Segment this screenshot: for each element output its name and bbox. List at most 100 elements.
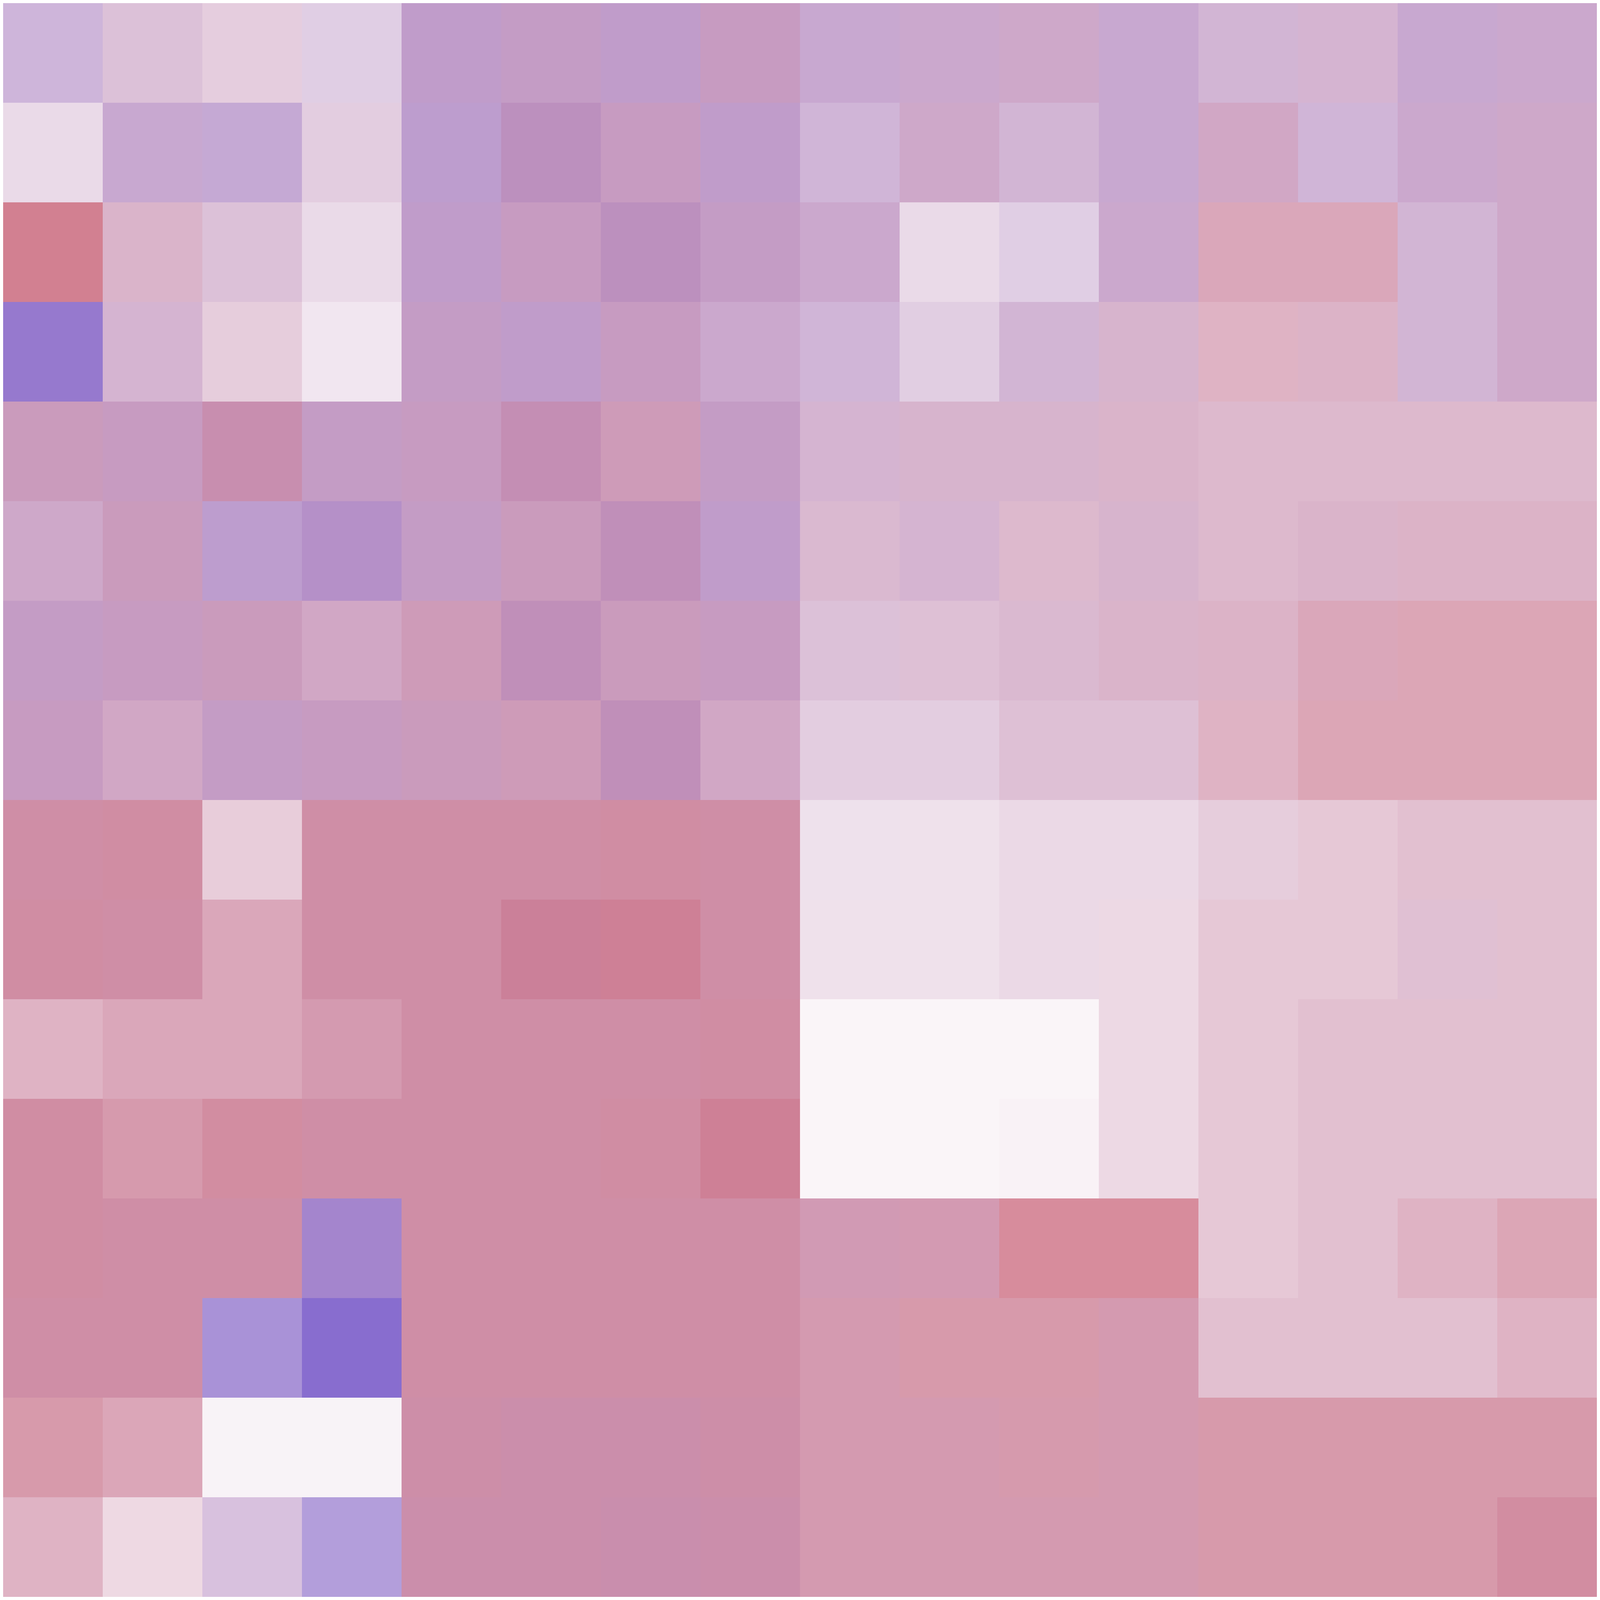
cell <box>301 600 402 701</box>
cell <box>202 1497 303 1597</box>
cell <box>102 999 203 1100</box>
cell <box>401 3 502 104</box>
cell <box>202 899 303 1000</box>
cell <box>1198 899 1299 1000</box>
cell <box>102 1397 203 1498</box>
cell <box>1098 301 1199 402</box>
cell <box>301 401 402 502</box>
cell <box>999 899 1100 1000</box>
cell <box>102 301 203 402</box>
cell <box>999 600 1100 701</box>
cell <box>1198 1098 1299 1199</box>
cell <box>1397 600 1498 701</box>
cell <box>1497 1497 1597 1597</box>
cell <box>700 202 801 303</box>
cell <box>600 3 701 104</box>
cell <box>1198 501 1299 602</box>
cell <box>401 1298 502 1399</box>
cell <box>301 501 402 602</box>
cell <box>999 1397 1100 1498</box>
cell <box>899 800 1000 900</box>
cell <box>999 3 1100 104</box>
cell <box>800 1198 900 1299</box>
cell <box>1497 1298 1597 1399</box>
cell <box>301 899 402 1000</box>
cell <box>501 401 602 502</box>
cell <box>1298 700 1399 801</box>
cell <box>999 102 1100 203</box>
cell <box>1298 600 1399 701</box>
cell <box>3 899 104 1000</box>
cell <box>1397 102 1498 203</box>
cell <box>1397 999 1498 1100</box>
cell <box>3 999 104 1100</box>
cell <box>999 1198 1100 1299</box>
cell <box>1298 3 1399 104</box>
cell <box>899 501 1000 602</box>
cell <box>600 899 701 1000</box>
cell <box>1198 1298 1299 1399</box>
cell <box>1098 800 1199 900</box>
cell <box>202 301 303 402</box>
cell <box>800 202 900 303</box>
cell <box>1098 999 1199 1100</box>
cell <box>1497 1397 1597 1498</box>
cell <box>600 102 701 203</box>
cell <box>800 401 900 502</box>
cell <box>401 501 502 602</box>
cell <box>1397 700 1498 801</box>
cell <box>102 1497 203 1597</box>
cell <box>899 999 1000 1100</box>
cell <box>401 1497 502 1597</box>
cell <box>401 1397 502 1498</box>
cell <box>1298 401 1399 502</box>
cell <box>999 501 1100 602</box>
cell <box>800 700 900 801</box>
cell <box>301 700 402 801</box>
cell <box>1098 1298 1199 1399</box>
cell <box>1497 401 1597 502</box>
cell <box>999 1098 1100 1199</box>
cell <box>301 3 402 104</box>
cell <box>1198 202 1299 303</box>
cell <box>800 1497 900 1597</box>
cell <box>301 1497 402 1597</box>
cell <box>1497 899 1597 1000</box>
cell <box>401 202 502 303</box>
cell <box>501 600 602 701</box>
cell <box>1298 202 1399 303</box>
cell <box>1098 102 1199 203</box>
cell <box>800 1298 900 1399</box>
cell <box>1497 3 1597 104</box>
cell <box>301 1298 402 1399</box>
cell <box>401 899 502 1000</box>
cell <box>999 1497 1100 1597</box>
cell <box>202 1098 303 1199</box>
cell <box>301 1397 402 1498</box>
cell <box>401 301 502 402</box>
cell <box>1497 700 1597 801</box>
cell <box>1298 1198 1399 1299</box>
cell <box>3 501 104 602</box>
cell <box>3 1198 104 1299</box>
cell <box>999 999 1100 1100</box>
cell <box>301 1198 402 1299</box>
cell <box>102 3 203 104</box>
cell <box>501 102 602 203</box>
cell <box>1298 1397 1399 1498</box>
cell <box>102 1198 203 1299</box>
cell <box>1497 600 1597 701</box>
cell <box>1298 1298 1399 1399</box>
cell <box>1098 1497 1199 1597</box>
cell <box>899 3 1000 104</box>
cell <box>202 700 303 801</box>
cell <box>600 600 701 701</box>
cell <box>1098 1397 1199 1498</box>
cell <box>1198 301 1299 402</box>
cell <box>3 1298 104 1399</box>
cell <box>301 301 402 402</box>
cell <box>202 600 303 701</box>
cell <box>501 1298 602 1399</box>
cell <box>999 401 1100 502</box>
cell <box>600 1497 701 1597</box>
